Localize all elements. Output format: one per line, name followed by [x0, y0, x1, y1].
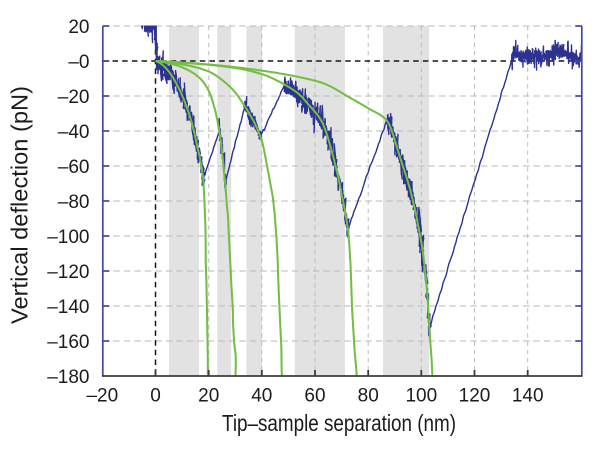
svg-text:–60: –60	[58, 157, 90, 178]
svg-text:140: 140	[512, 386, 544, 407]
svg-text:Vertical deflection (pN): Vertical deflection (pN)	[7, 86, 33, 324]
svg-text:60: 60	[304, 386, 325, 407]
svg-text:–0: –0	[68, 52, 89, 73]
svg-text:0: 0	[150, 386, 161, 407]
svg-text:40: 40	[251, 386, 272, 407]
svg-text:–140: –140	[47, 297, 89, 318]
svg-text:100: 100	[405, 386, 437, 407]
svg-text:–100: –100	[47, 227, 89, 248]
svg-text:–80: –80	[58, 192, 90, 213]
svg-text:–20: –20	[86, 386, 118, 407]
svg-text:–180: –180	[47, 367, 89, 388]
svg-text:–40: –40	[58, 122, 90, 143]
svg-text:–20: –20	[58, 87, 90, 108]
svg-text:120: 120	[459, 386, 491, 407]
svg-text:–120: –120	[47, 262, 89, 283]
svg-text:–160: –160	[47, 332, 89, 353]
svg-text:Tip–sample separation (nm): Tip–sample separation (nm)	[222, 410, 456, 436]
svg-text:20: 20	[198, 386, 219, 407]
svg-text:20: 20	[68, 17, 89, 38]
svg-text:80: 80	[358, 386, 379, 407]
